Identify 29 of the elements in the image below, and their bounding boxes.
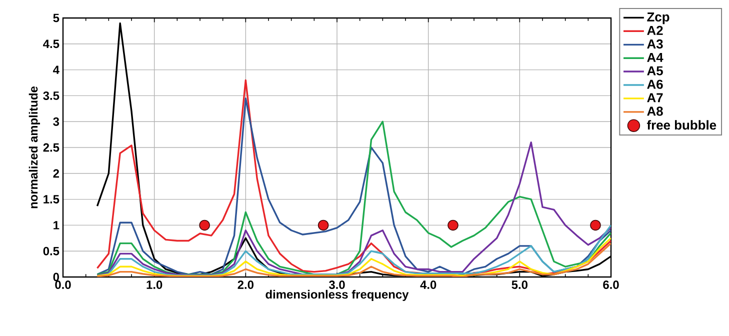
y-tick-label: 1.5 xyxy=(44,195,60,204)
y-tick-label: 0.5 xyxy=(43,246,60,256)
x-tick-label: 2.0 xyxy=(238,280,254,289)
x-tick-label: 4.0 xyxy=(420,280,436,289)
legend-label: A4 xyxy=(647,52,664,62)
legend-label: Zcp xyxy=(647,12,670,24)
legend-label: A8 xyxy=(647,106,663,116)
x-tick-label: 0.0 xyxy=(55,280,71,289)
legend-label: A5 xyxy=(647,66,663,76)
y-tick-label: 2.5 xyxy=(43,143,60,152)
legend-label: A6 xyxy=(647,80,663,89)
y-tick-label: 4 xyxy=(53,66,60,74)
y-tick-label: 2 xyxy=(53,169,60,178)
x-tick-label: 6.0 xyxy=(603,280,619,289)
y-axis-title: normalized amplitude xyxy=(28,86,40,208)
legend-label: free bubble xyxy=(646,120,716,130)
x-tick-label: 1.0 xyxy=(146,280,162,289)
y-tick-label: 3 xyxy=(53,117,60,126)
legend-label: A2 xyxy=(647,26,663,35)
y-tick-label: 5 xyxy=(53,14,60,22)
legend-label: A7 xyxy=(647,93,663,102)
x-tick-label: 3.0 xyxy=(328,280,345,290)
x-tick-label: 5.0 xyxy=(512,280,528,289)
y-tick-label: 3.5 xyxy=(43,91,60,100)
y-tick-label: 1 xyxy=(54,221,60,230)
y-tick-label: 0 xyxy=(53,272,59,282)
x-axis-title: dimensionless frequency xyxy=(266,290,409,302)
y-tick-label: 4.5 xyxy=(43,40,60,48)
legend-label: A3 xyxy=(647,39,663,49)
